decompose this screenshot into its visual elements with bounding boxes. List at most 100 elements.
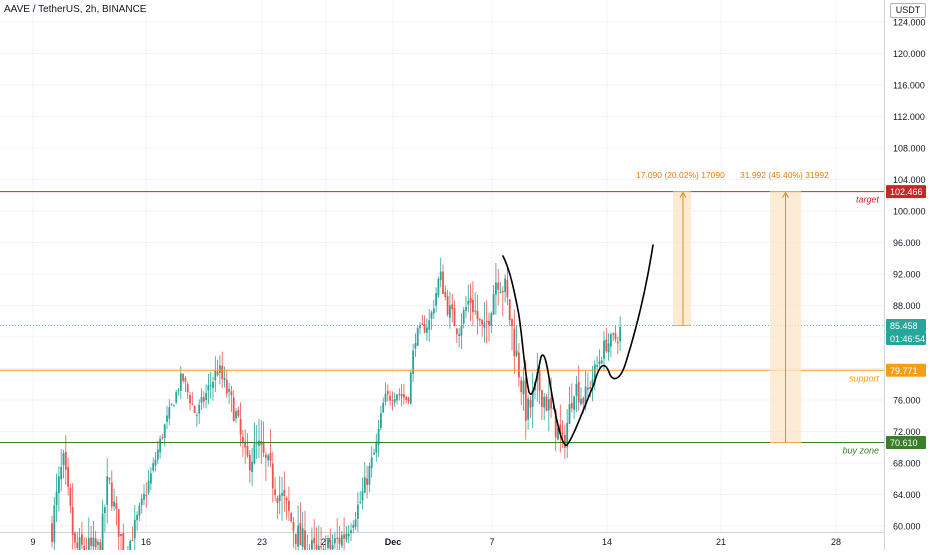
candle-body — [249, 455, 251, 470]
candle-body — [304, 530, 306, 550]
candle-body — [168, 407, 170, 418]
candle-body — [435, 293, 437, 305]
x-tick-label: Dec — [385, 537, 402, 547]
measure-box[interactable] — [673, 192, 691, 326]
candle-body — [260, 441, 262, 445]
candle-body — [286, 498, 288, 500]
candle-body — [369, 466, 371, 485]
candle-body — [608, 343, 610, 352]
candle-body — [99, 542, 101, 550]
candle-body — [247, 446, 249, 456]
candle-body — [341, 535, 343, 546]
candle-body — [116, 503, 118, 509]
candle-body — [410, 373, 412, 404]
candle-body — [442, 272, 444, 294]
candle-body — [550, 398, 552, 409]
candle-body — [231, 391, 233, 395]
candle-body — [150, 473, 152, 483]
candle-body — [51, 523, 53, 542]
candle-body — [610, 334, 612, 346]
candle-body — [157, 450, 159, 460]
candle-body — [74, 533, 76, 543]
candle-body — [70, 488, 72, 506]
candle-body — [72, 507, 74, 535]
y-tick-label: 108.000 — [893, 144, 926, 154]
candle-body — [382, 403, 384, 413]
candle-body — [564, 435, 566, 448]
candle-body — [279, 495, 281, 501]
candle-body — [520, 380, 522, 392]
candle-body — [339, 538, 341, 544]
candle-body — [136, 515, 138, 520]
candle-body — [134, 520, 136, 539]
candle-body — [421, 324, 423, 325]
candle-body — [274, 489, 276, 495]
measure-label: 31.992 (45.40%) 31992 — [740, 170, 829, 180]
candle-body — [488, 321, 490, 325]
y-tick-label: 88.000 — [893, 301, 921, 311]
candle-body — [433, 309, 435, 314]
y-tick-label: 64.000 — [893, 490, 921, 500]
candle-body — [456, 329, 458, 335]
candle-body — [182, 374, 184, 381]
candle-body — [256, 444, 258, 445]
candle-body — [539, 370, 541, 390]
candle-body — [224, 378, 226, 380]
price-badge-support: 79.771 — [890, 366, 918, 376]
x-tick-label: 23 — [257, 537, 267, 547]
y-tick-label: 120.000 — [893, 49, 926, 59]
candle-body — [152, 463, 154, 470]
candle-body — [530, 400, 532, 408]
candle-body — [495, 282, 497, 294]
symbol-title: AAVE / TetherUS, 2h, BINANCE — [4, 4, 146, 15]
candle-body — [53, 505, 55, 541]
candle-body — [463, 310, 465, 323]
candle-body — [178, 390, 180, 391]
candle-body — [97, 542, 99, 545]
candle-body — [316, 545, 318, 549]
price-badge-target: 102.466 — [890, 187, 923, 197]
candle-body — [320, 546, 322, 547]
candle-body — [389, 396, 391, 401]
candle-body — [615, 333, 617, 339]
candle-body — [366, 478, 368, 485]
candle-body — [277, 498, 279, 503]
candle-countdown-badge: 01:46:54 — [890, 334, 925, 344]
y-tick-label: 76.000 — [893, 396, 921, 406]
candle-body — [346, 533, 348, 539]
candle-body — [205, 393, 207, 400]
candle-body — [357, 505, 359, 519]
candle-body — [113, 501, 115, 506]
candle-body — [242, 437, 244, 442]
candle-body — [283, 490, 285, 496]
currency-button[interactable]: USDT — [890, 3, 926, 18]
candle-body — [350, 530, 352, 533]
candle-body — [474, 311, 476, 312]
candle-body — [318, 546, 320, 550]
candle-body — [371, 457, 373, 468]
candle-body — [67, 467, 69, 487]
candle-body — [403, 394, 405, 397]
candle-body — [302, 528, 304, 547]
candle-body — [175, 392, 177, 403]
candle-body — [104, 507, 106, 513]
candle-body — [203, 397, 205, 401]
candle-body — [396, 395, 398, 401]
y-tick-label: 96.000 — [893, 238, 921, 248]
candle-body — [122, 533, 124, 550]
candle-body — [392, 400, 394, 401]
y-tick-label: 124.000 — [893, 18, 926, 28]
candle-body — [447, 296, 449, 314]
candle-body — [440, 272, 442, 280]
x-tick-label: 7 — [489, 537, 494, 547]
candle-body — [431, 312, 433, 318]
candle-body — [141, 499, 143, 506]
candle-body — [180, 373, 182, 391]
candle-body — [118, 509, 120, 537]
candle-body — [507, 280, 509, 297]
candle-body — [569, 404, 571, 424]
candle-body — [290, 513, 292, 521]
candle-body — [477, 311, 479, 319]
